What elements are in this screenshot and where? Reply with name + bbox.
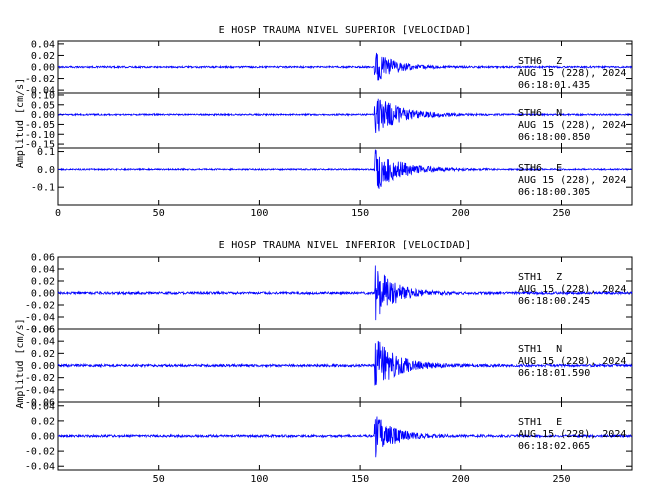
chart-title: E HOSP TRAUMA NIVEL INFERIOR [VELOCIDAD] — [219, 240, 472, 251]
component-name: Z — [556, 56, 562, 67]
x-tick-label: 0 — [55, 208, 61, 219]
y-tick-label: -0.02 — [25, 373, 55, 384]
station-name: STH6 — [518, 163, 542, 174]
y-tick-label: 0.02 — [31, 277, 55, 288]
record-date: AUG 15 (228), 2024 — [518, 175, 626, 186]
y-tick-label: -0.04 — [25, 385, 55, 396]
station-name: STH1 — [518, 272, 542, 283]
station-name: STH6 — [518, 56, 542, 67]
y-tick-label: 0.04 — [31, 401, 55, 412]
y-tick-label: -0.1 — [31, 183, 55, 194]
y-tick-label: 0.05 — [31, 100, 55, 111]
chart-upper-level: E HOSP TRAUMA NIVEL SUPERIOR [VELOCIDAD]… — [15, 25, 633, 219]
record-date: AUG 15 (228), 2024 — [518, 68, 626, 79]
y-tick-label: 0.00 — [31, 63, 55, 74]
waveform-line — [57, 149, 633, 189]
y-tick-label: 0.02 — [31, 416, 55, 427]
component-name: E — [556, 417, 562, 428]
y-tick-label: -0.02 — [25, 74, 55, 85]
station-label: STH6 Z — [518, 56, 562, 67]
record-date: AUG 15 (228), 2024 — [518, 120, 626, 131]
waveform-line — [57, 52, 633, 81]
y-tick-label: 0.06 — [31, 253, 55, 264]
panel-frame — [57, 147, 633, 206]
record-time: 06:18:01.590 — [518, 368, 590, 379]
record-time: 06:18:01.435 — [518, 80, 590, 91]
waveform-line — [57, 265, 633, 321]
record-time: 06:18:00.850 — [518, 132, 590, 143]
y-tick-label: -0.02 — [25, 447, 55, 458]
y-tick-label: 0.00 — [31, 361, 55, 372]
y-tick-label: 0.1 — [37, 147, 55, 158]
station-label: STH1 E — [518, 417, 562, 428]
y-tick-label: -0.04 — [25, 462, 55, 473]
waveform-line — [57, 340, 633, 386]
component-name: N — [556, 108, 562, 119]
y-axis-label: Amplitud [cm/s] — [15, 78, 26, 168]
x-tick-label: 100 — [250, 474, 268, 485]
y-tick-label: 0.04 — [31, 265, 55, 276]
x-tick-label: 50 — [153, 208, 165, 219]
component-name: Z — [556, 272, 562, 283]
y-tick-label: 0.00 — [31, 110, 55, 121]
y-tick-label: 0.06 — [31, 325, 55, 336]
y-tick-label: 0.00 — [31, 432, 55, 443]
y-tick-label: 0.02 — [31, 51, 55, 62]
station-label: STH1 Z — [518, 272, 562, 283]
y-tick-label: 0.0 — [37, 165, 55, 176]
y-tick-label: -0.15 — [25, 140, 55, 151]
y-tick-label: 0.10 — [31, 90, 55, 101]
chart-lower-level: E HOSP TRAUMA NIVEL INFERIOR [VELOCIDAD]… — [15, 240, 633, 485]
y-tick-label: 0.04 — [31, 39, 55, 50]
x-tick-label: 150 — [351, 474, 369, 485]
y-axis-label: Amplitud [cm/s] — [15, 318, 26, 408]
y-tick-label: 0.04 — [31, 337, 55, 348]
y-tick-label: 0.02 — [31, 349, 55, 360]
x-tick-label: 50 — [153, 474, 165, 485]
x-tick-label: 200 — [452, 474, 470, 485]
y-tick-label: -0.05 — [25, 120, 55, 131]
y-tick-label: -0.04 — [25, 86, 55, 97]
station-label: STH6 E — [518, 163, 562, 174]
x-tick-label: 200 — [452, 208, 470, 219]
station-name: STH1 — [518, 417, 542, 428]
waveform-line — [57, 98, 633, 134]
station-label: STH1 N — [518, 344, 562, 355]
record-time: 06:18:00.305 — [518, 187, 590, 198]
record-date: AUG 15 (228), 2024 — [518, 429, 626, 440]
component-name: N — [556, 344, 562, 355]
y-tick-label: -0.06 — [25, 325, 55, 336]
x-tick-label: 250 — [552, 474, 570, 485]
record-time: 06:18:02.065 — [518, 441, 590, 452]
y-tick-label: -0.02 — [25, 301, 55, 312]
station-name: STH6 — [518, 108, 542, 119]
y-tick-label: -0.06 — [25, 398, 55, 409]
record-time: 06:18:00.245 — [518, 296, 590, 307]
record-date: AUG 15 (228), 2024 — [518, 356, 626, 367]
waveform-line — [57, 416, 633, 458]
station-label: STH6 N — [518, 108, 562, 119]
x-tick-label: 250 — [552, 208, 570, 219]
x-tick-label: 150 — [351, 208, 369, 219]
component-name: E — [556, 163, 562, 174]
y-tick-label: -0.04 — [25, 313, 55, 324]
record-date: AUG 15 (228), 2024 — [518, 284, 626, 295]
y-tick-label: 0.00 — [31, 289, 55, 300]
chart-title: E HOSP TRAUMA NIVEL SUPERIOR [VELOCIDAD] — [219, 25, 472, 36]
station-name: STH1 — [518, 344, 542, 355]
y-tick-label: -0.10 — [25, 130, 55, 141]
x-tick-label: 100 — [250, 208, 268, 219]
